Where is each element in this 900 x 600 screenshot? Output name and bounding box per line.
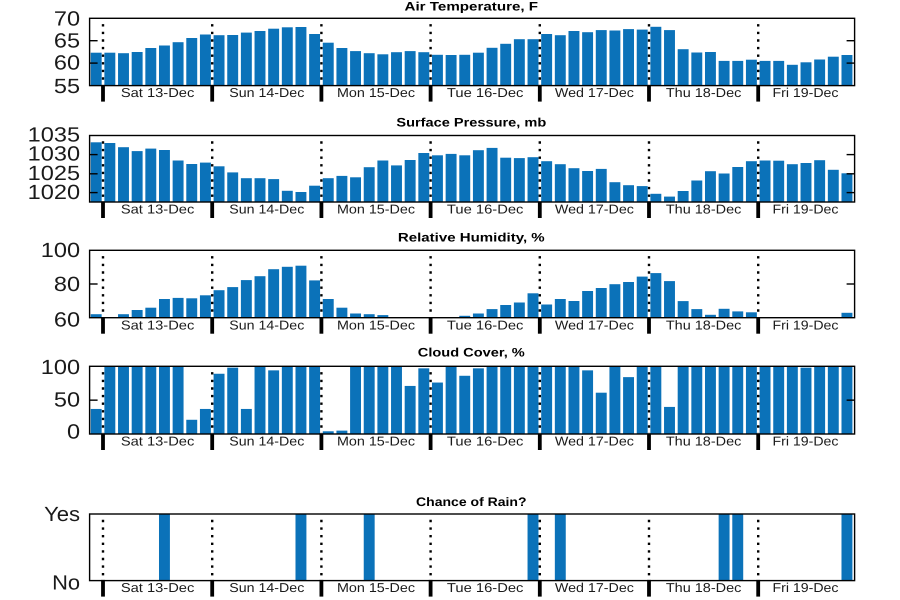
svg-text:Cloud Cover, %: Cloud Cover, %: [418, 346, 525, 360]
svg-text:Relative Humidity, %: Relative Humidity, %: [398, 231, 545, 245]
svg-text:Mon 15-Dec: Mon 15-Dec: [337, 434, 416, 449]
svg-text:Mon 15-Dec: Mon 15-Dec: [337, 317, 416, 332]
svg-text:Tue 16-Dec: Tue 16-Dec: [447, 85, 524, 100]
svg-text:Fri 19-Dec: Fri 19-Dec: [773, 85, 840, 100]
svg-text:60: 60: [54, 308, 80, 331]
svg-text:Yes: Yes: [44, 503, 80, 526]
svg-text:Thu 18-Dec: Thu 18-Dec: [666, 202, 742, 217]
svg-text:1020: 1020: [28, 181, 80, 204]
svg-text:Wed 17-Dec: Wed 17-Dec: [555, 85, 635, 100]
svg-text:Tue 16-Dec: Tue 16-Dec: [447, 317, 524, 332]
svg-text:Sat 13-Dec: Sat 13-Dec: [121, 85, 195, 100]
svg-text:Mon 15-Dec: Mon 15-Dec: [337, 580, 416, 595]
svg-text:Mon 15-Dec: Mon 15-Dec: [337, 202, 416, 217]
svg-text:70: 70: [54, 8, 80, 31]
svg-text:Sat 13-Dec: Sat 13-Dec: [121, 434, 195, 449]
svg-text:Sun 14-Dec: Sun 14-Dec: [229, 202, 305, 217]
svg-text:Fri 19-Dec: Fri 19-Dec: [773, 580, 840, 595]
svg-text:Thu 18-Dec: Thu 18-Dec: [666, 317, 742, 332]
svg-text:Sat 13-Dec: Sat 13-Dec: [121, 317, 195, 332]
svg-text:Surface Pressure, mb: Surface Pressure, mb: [396, 115, 546, 129]
svg-text:Tue 16-Dec: Tue 16-Dec: [447, 580, 524, 595]
svg-text:Wed 17-Dec: Wed 17-Dec: [555, 434, 635, 449]
svg-text:Wed 17-Dec: Wed 17-Dec: [555, 580, 635, 595]
svg-text:50: 50: [54, 389, 80, 412]
svg-text:65: 65: [54, 29, 80, 52]
svg-text:100: 100: [41, 239, 80, 262]
svg-text:No: No: [52, 571, 80, 594]
svg-text:Sun 14-Dec: Sun 14-Dec: [229, 317, 305, 332]
svg-text:100: 100: [41, 356, 80, 379]
svg-text:Sat 13-Dec: Sat 13-Dec: [121, 580, 195, 595]
svg-text:Thu 18-Dec: Thu 18-Dec: [666, 580, 742, 595]
svg-text:Sun 14-Dec: Sun 14-Dec: [229, 434, 305, 449]
svg-text:1035: 1035: [28, 123, 80, 146]
svg-text:60: 60: [54, 52, 80, 75]
svg-text:Fri 19-Dec: Fri 19-Dec: [773, 317, 840, 332]
svg-text:80: 80: [54, 273, 80, 296]
svg-text:Wed 17-Dec: Wed 17-Dec: [555, 317, 635, 332]
svg-text:Thu 18-Dec: Thu 18-Dec: [666, 434, 742, 449]
svg-text:Thu 18-Dec: Thu 18-Dec: [666, 85, 742, 100]
svg-text:Tue 16-Dec: Tue 16-Dec: [447, 202, 524, 217]
svg-text:Tue 16-Dec: Tue 16-Dec: [447, 434, 524, 449]
svg-text:Fri 19-Dec: Fri 19-Dec: [773, 202, 840, 217]
svg-text:Mon 15-Dec: Mon 15-Dec: [337, 85, 416, 100]
svg-text:1025: 1025: [28, 162, 80, 185]
svg-text:Sat 13-Dec: Sat 13-Dec: [121, 202, 195, 217]
svg-text:1030: 1030: [28, 143, 80, 166]
svg-text:Wed 17-Dec: Wed 17-Dec: [555, 202, 635, 217]
svg-text:Fri 19-Dec: Fri 19-Dec: [773, 434, 840, 449]
svg-text:Sun 14-Dec: Sun 14-Dec: [229, 580, 305, 595]
svg-text:Chance of Rain?: Chance of Rain?: [416, 495, 527, 509]
svg-text:Sun 14-Dec: Sun 14-Dec: [229, 85, 305, 100]
svg-text:Air Temperature, F: Air Temperature, F: [405, 0, 539, 14]
svg-text:0: 0: [67, 421, 80, 444]
svg-text:55: 55: [54, 75, 80, 98]
